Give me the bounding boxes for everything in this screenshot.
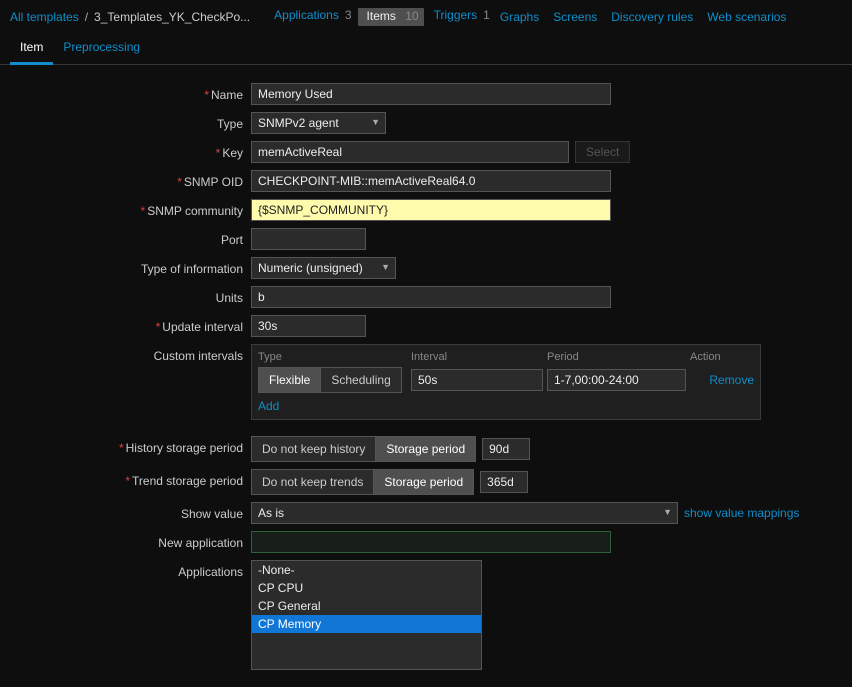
label-type-of-information: Type of information bbox=[10, 257, 251, 276]
applications-list[interactable]: -None- CP CPU CP General CP Memory bbox=[251, 560, 482, 670]
top-nav: Applications3 Items 10 Triggers1 Graphs … bbox=[270, 8, 790, 26]
subtab-item[interactable]: Item bbox=[10, 34, 53, 65]
nav-screens[interactable]: Screens bbox=[549, 8, 601, 26]
breadcrumb-bar: All templates / 3_Templates_YK_CheckPo..… bbox=[0, 0, 852, 30]
all-templates-link[interactable]: All templates bbox=[10, 10, 79, 24]
intervals-header-type: Type bbox=[258, 351, 411, 363]
form-area: *Name Type SNMPv2 agent *Key Select *SNM… bbox=[0, 65, 852, 687]
select-button: Select bbox=[575, 141, 630, 163]
new-application-input[interactable] bbox=[251, 531, 611, 553]
subtabs: Item Preprocessing bbox=[0, 30, 852, 65]
nav-applications[interactable]: Applications3 bbox=[270, 8, 351, 26]
app-option-none[interactable]: -None- bbox=[252, 561, 481, 579]
label-custom-intervals: Custom intervals bbox=[10, 344, 251, 363]
custom-intervals-box: Type Interval Period Action Flexible Sch… bbox=[251, 344, 761, 420]
subtab-preprocessing[interactable]: Preprocessing bbox=[53, 34, 150, 64]
interval-type-flexible[interactable]: Flexible bbox=[258, 367, 321, 393]
snmp-oid-input[interactable] bbox=[251, 170, 611, 192]
nav-triggers[interactable]: Triggers1 bbox=[430, 8, 490, 26]
key-input[interactable] bbox=[251, 141, 569, 163]
label-history-storage: *History storage period bbox=[10, 436, 251, 455]
app-option-memory[interactable]: CP Memory bbox=[252, 615, 481, 633]
intervals-header-interval: Interval bbox=[411, 351, 547, 363]
label-new-application: New application bbox=[10, 531, 251, 550]
label-snmp-oid: *SNMP OID bbox=[10, 170, 251, 189]
label-port: Port bbox=[10, 228, 251, 247]
nav-discovery[interactable]: Discovery rules bbox=[607, 8, 697, 26]
label-type: Type bbox=[10, 112, 251, 131]
label-update-interval: *Update interval bbox=[10, 315, 251, 334]
name-input[interactable] bbox=[251, 83, 611, 105]
intervals-header-period: Period bbox=[547, 351, 690, 363]
units-input[interactable] bbox=[251, 286, 611, 308]
label-snmp-community: *SNMP community bbox=[10, 199, 251, 218]
nav-graphs[interactable]: Graphs bbox=[496, 8, 543, 26]
interval-add-link[interactable]: Add bbox=[258, 399, 279, 413]
label-name: *Name bbox=[10, 83, 251, 102]
label-show-value: Show value bbox=[10, 502, 251, 521]
port-input[interactable] bbox=[251, 228, 366, 250]
breadcrumb-separator: / bbox=[85, 10, 88, 24]
history-value-input[interactable] bbox=[482, 438, 530, 460]
trend-no-keep[interactable]: Do not keep trends bbox=[251, 469, 374, 495]
history-storage-period[interactable]: Storage period bbox=[376, 436, 476, 462]
intervals-header-action: Action bbox=[690, 351, 754, 363]
label-key: *Key bbox=[10, 141, 251, 160]
interval-type-scheduling[interactable]: Scheduling bbox=[321, 367, 401, 393]
nav-items[interactable]: Items 10 bbox=[358, 8, 424, 26]
nav-web[interactable]: Web scenarios bbox=[703, 8, 790, 26]
snmp-community-input[interactable] bbox=[251, 199, 611, 221]
trend-storage-period[interactable]: Storage period bbox=[374, 469, 474, 495]
app-option-general[interactable]: CP General bbox=[252, 597, 481, 615]
interval-period-input[interactable] bbox=[547, 369, 686, 391]
label-applications: Applications bbox=[10, 560, 251, 579]
type-select[interactable]: SNMPv2 agent bbox=[251, 112, 386, 134]
show-value-mappings-link[interactable]: show value mappings bbox=[684, 506, 799, 520]
history-no-keep[interactable]: Do not keep history bbox=[251, 436, 376, 462]
interval-remove-link[interactable]: Remove bbox=[709, 373, 754, 387]
update-interval-input[interactable] bbox=[251, 315, 366, 337]
label-units: Units bbox=[10, 286, 251, 305]
label-trend-storage: *Trend storage period bbox=[10, 469, 251, 488]
interval-value-input[interactable] bbox=[411, 369, 543, 391]
show-value-select[interactable]: As is bbox=[251, 502, 678, 524]
current-template: 3_Templates_YK_CheckPo... bbox=[94, 10, 250, 24]
type-of-information-select[interactable]: Numeric (unsigned) bbox=[251, 257, 396, 279]
trend-value-input[interactable] bbox=[480, 471, 528, 493]
app-option-cpu[interactable]: CP CPU bbox=[252, 579, 481, 597]
